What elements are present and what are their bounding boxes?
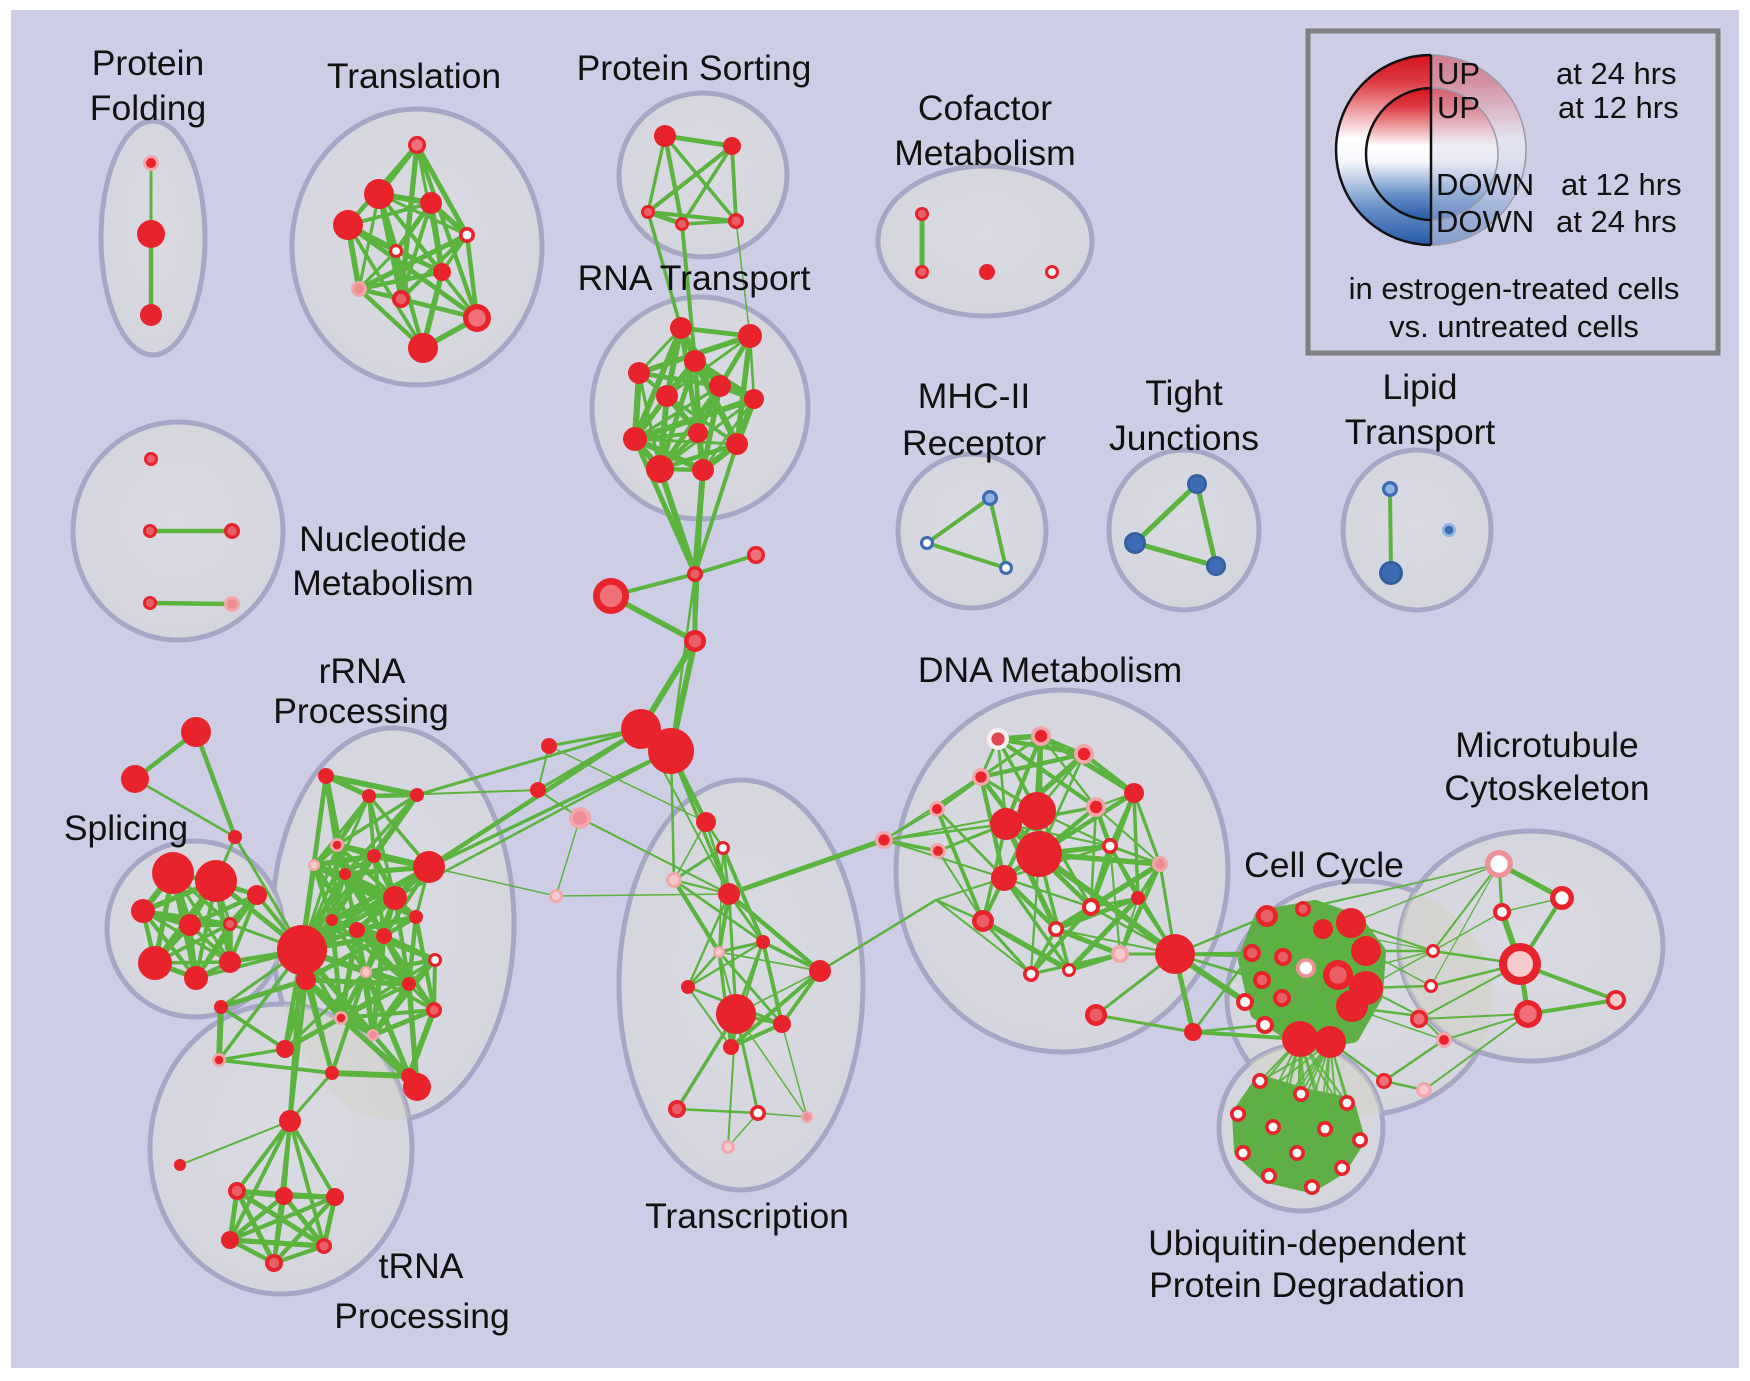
svg-text:Junctions: Junctions [1109,418,1259,458]
svg-text:Folding: Folding [90,88,206,128]
svg-text:Translation: Translation [327,56,501,96]
svg-text:Cofactor: Cofactor [918,88,1052,128]
svg-text:vs. untreated cells: vs. untreated cells [1389,309,1639,344]
svg-text:RNA Transport: RNA Transport [578,258,811,298]
svg-text:DOWN: DOWN [1436,204,1534,239]
svg-text:Cell Cycle: Cell Cycle [1244,845,1404,885]
svg-text:Metabolism: Metabolism [894,133,1076,173]
svg-text:at 24 hrs: at 24 hrs [1556,56,1677,91]
svg-text:at 12 hrs: at 12 hrs [1558,90,1679,125]
svg-text:UP: UP [1437,90,1480,125]
svg-text:Receptor: Receptor [902,423,1046,463]
svg-text:Processing: Processing [334,1296,510,1336]
svg-text:Nucleotide: Nucleotide [299,519,467,559]
svg-text:Protein: Protein [92,43,204,83]
svg-text:Processing: Processing [273,691,449,731]
svg-text:Transport: Transport [1345,412,1496,452]
svg-text:Microtubule: Microtubule [1455,725,1639,765]
svg-text:Transcription: Transcription [645,1196,849,1236]
svg-text:rRNA: rRNA [319,651,406,691]
svg-text:Tight: Tight [1145,373,1223,413]
svg-text:MHC-II: MHC-II [918,376,1030,416]
svg-text:Metabolism: Metabolism [292,563,474,603]
svg-text:Cytoskeleton: Cytoskeleton [1444,768,1649,808]
svg-text:at 24 hrs: at 24 hrs [1556,204,1677,239]
svg-text:DOWN: DOWN [1436,167,1534,202]
svg-text:DNA Metabolism: DNA Metabolism [918,650,1182,690]
svg-text:Ubiquitin-dependent: Ubiquitin-dependent [1148,1223,1466,1263]
svg-text:tRNA: tRNA [379,1246,464,1286]
svg-text:UP: UP [1437,56,1480,91]
svg-text:at 12 hrs: at 12 hrs [1561,167,1682,202]
svg-text:in estrogen-treated cells: in estrogen-treated cells [1349,271,1680,306]
svg-text:Protein Degradation: Protein Degradation [1149,1265,1465,1305]
svg-text:Lipid: Lipid [1382,367,1457,407]
svg-text:Protein Sorting: Protein Sorting [577,48,812,88]
svg-text:Splicing: Splicing [64,808,188,848]
